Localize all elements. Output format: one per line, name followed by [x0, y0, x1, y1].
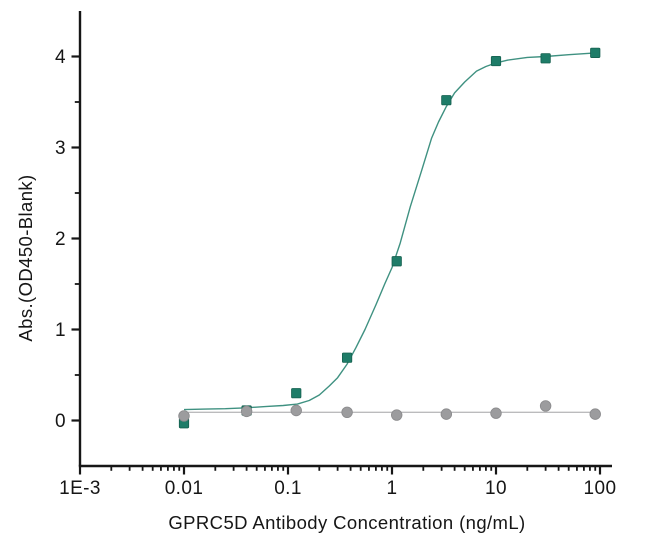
- fit-curve: [183, 52, 596, 411]
- data-point-circle: [240, 405, 253, 418]
- x-axis-title: GPRC5D Antibody Concentration (ng/mL): [168, 512, 525, 533]
- series-gray-circles-control: [178, 400, 601, 422]
- data-point-circle: [290, 404, 302, 417]
- data-point-circle: [341, 406, 353, 419]
- x-tick-label: 1: [387, 478, 398, 499]
- y-tick-label: 4: [55, 47, 66, 68]
- data-point-circle: [178, 410, 190, 422]
- data-point-circle: [391, 409, 403, 421]
- axes: [78, 11, 612, 468]
- x-tick-label: 100: [584, 478, 617, 499]
- x-axis-ticks: 1E-3 0.01 0.1 1 10 100: [59, 466, 616, 499]
- data-point-square: [490, 55, 502, 67]
- y-tick-label: 0: [55, 411, 66, 432]
- data-point-circle: [440, 408, 453, 420]
- plot-area: 1E-3 0.01 0.1 1 10 100 0 1 2 3 4: [55, 11, 616, 499]
- data-point-circle: [589, 408, 601, 420]
- data-point-square: [341, 352, 353, 363]
- data-point-square: [291, 388, 302, 399]
- y-axis-title: Abs.(OD450-Blank): [15, 174, 36, 341]
- data-point-square: [590, 47, 601, 58]
- y-axis-ticks: 0 1 2 3 4: [55, 47, 80, 432]
- x-tick-label: 1E-3: [59, 478, 101, 499]
- data-point-square: [391, 256, 402, 267]
- y-tick-label: 3: [55, 138, 66, 159]
- x-tick-label: 10: [485, 478, 507, 499]
- x-tick-label: 0.01: [165, 478, 204, 499]
- data-point-circle: [539, 400, 552, 412]
- data-point-square: [441, 95, 452, 106]
- series-teal-squares-antibody-binding: [178, 47, 601, 429]
- y-tick-label: 1: [55, 320, 66, 341]
- data-point-circle: [490, 407, 502, 419]
- data-point-square: [540, 53, 551, 64]
- x-tick-label: 0.1: [274, 478, 302, 499]
- y-tick-label: 2: [55, 229, 66, 250]
